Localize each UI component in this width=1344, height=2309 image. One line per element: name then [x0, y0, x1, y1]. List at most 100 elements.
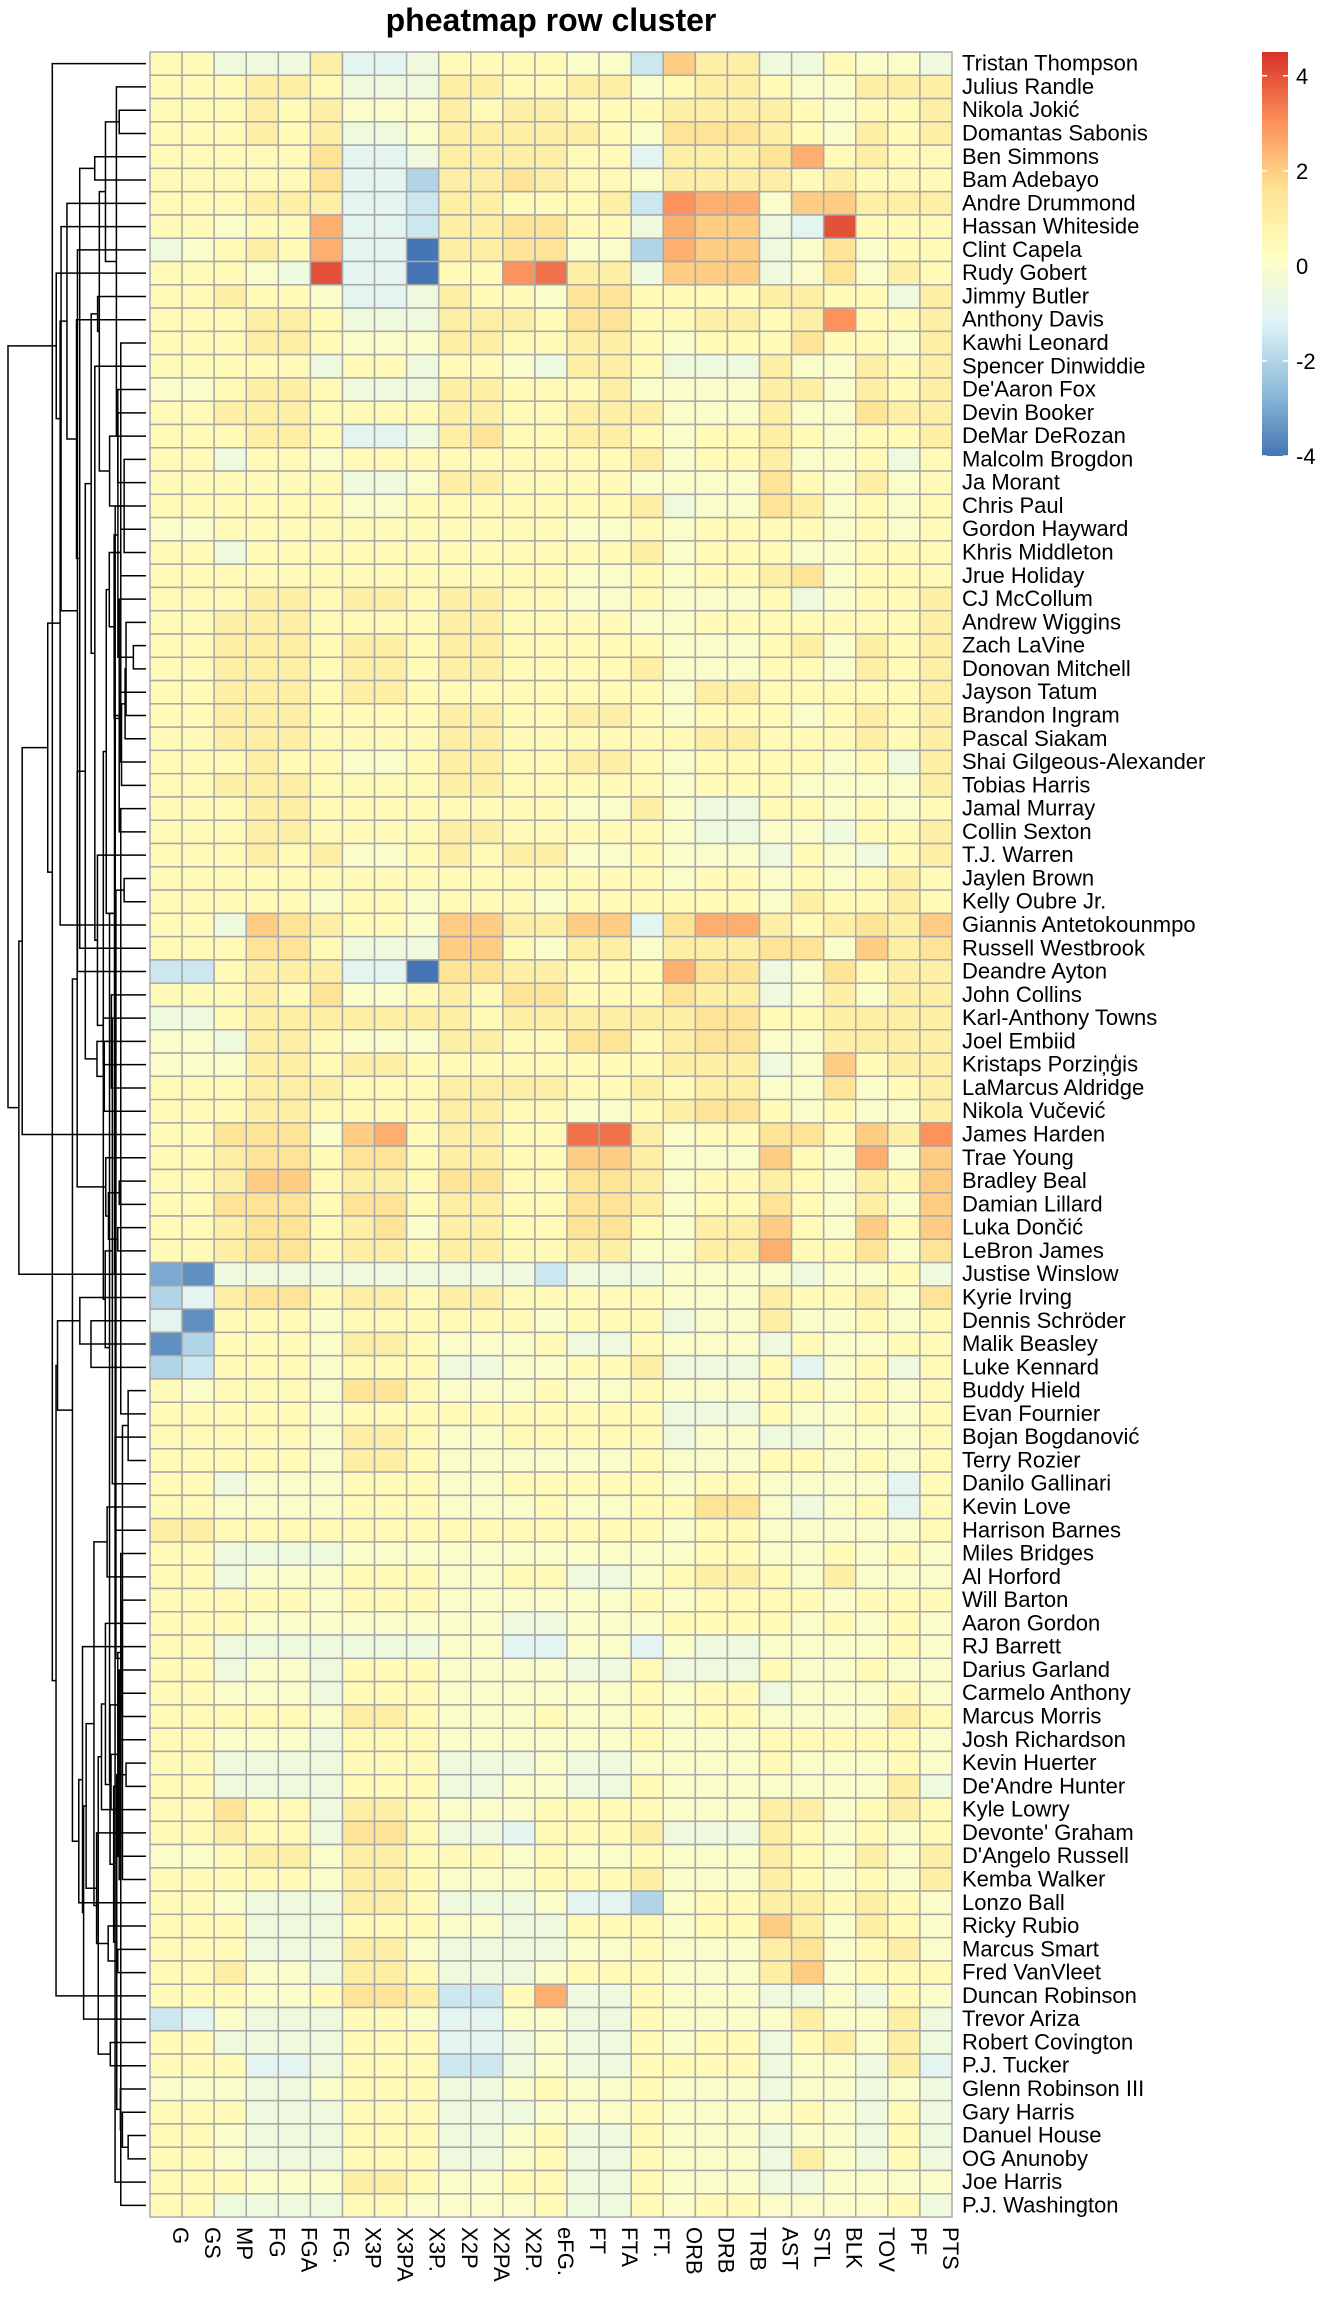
heatmap-cell — [470, 912, 504, 938]
heatmap-cell — [534, 2006, 568, 2032]
heatmap-cell — [341, 656, 376, 682]
heatmap-cell — [373, 1261, 408, 1287]
heatmap-cell — [149, 726, 183, 752]
heatmap-cell — [534, 423, 568, 449]
heatmap-cell — [855, 1704, 889, 1729]
heatmap-cell — [245, 2053, 280, 2079]
heatmap-cell — [245, 353, 280, 379]
heatmap-cell — [694, 1564, 729, 1590]
heatmap-cell — [213, 400, 247, 426]
heatmap-cell — [566, 1657, 600, 1683]
heatmap-cell — [309, 726, 344, 752]
heatmap-cell — [694, 1029, 729, 1054]
heatmap-cell — [373, 1704, 408, 1729]
heatmap-cell — [726, 1378, 761, 1403]
heatmap-cell — [726, 447, 761, 472]
heatmap-cell — [213, 796, 247, 821]
heatmap-cell — [919, 121, 953, 146]
heatmap-cell — [534, 1168, 568, 1194]
heatmap-cell — [790, 284, 825, 309]
heatmap-cell — [437, 167, 472, 193]
row-label: Bojan Bogdanović — [962, 1424, 1139, 1449]
heatmap-cell — [758, 540, 793, 565]
heatmap-cell — [470, 1378, 504, 1403]
heatmap-cell — [822, 2076, 857, 2102]
heatmap-cell — [758, 330, 793, 356]
row-label: Glenn Robinson III — [962, 2076, 1144, 2101]
heatmap-cell — [373, 470, 408, 496]
heatmap-cell — [598, 97, 632, 123]
heatmap-cell — [277, 1541, 312, 1566]
heatmap-cell — [213, 1797, 247, 1823]
heatmap-cell — [822, 516, 857, 542]
row-label: Andre Drummond — [962, 190, 1136, 215]
column-label: X2PA — [489, 2227, 514, 2282]
heatmap-cell — [502, 726, 536, 752]
heatmap-cell — [341, 1727, 376, 1753]
heatmap-cell — [373, 260, 408, 286]
heatmap-cell — [822, 1285, 857, 1310]
heatmap-cell — [630, 1587, 665, 1613]
heatmap-cell — [437, 1052, 472, 1078]
column-label: eFG. — [553, 2227, 578, 2276]
heatmap-cell — [598, 167, 632, 193]
heatmap-cell — [502, 1587, 536, 1613]
heatmap-cell — [630, 563, 665, 589]
heatmap-cell — [470, 1867, 504, 1892]
heatmap-cell — [309, 889, 344, 915]
heatmap-cell — [309, 1960, 344, 1985]
heatmap-cell — [213, 1494, 247, 1520]
heatmap-cell — [245, 307, 280, 333]
heatmap-cell — [309, 307, 344, 333]
heatmap-cell — [405, 749, 440, 775]
heatmap-cell — [405, 447, 440, 472]
heatmap-cell — [502, 1867, 536, 1892]
row-label: Tristan Thompson — [962, 51, 1138, 76]
heatmap-cell — [694, 353, 729, 379]
heatmap-cell — [341, 540, 376, 565]
heatmap-cell — [213, 1773, 247, 1799]
heatmap-cell — [341, 2030, 376, 2055]
heatmap-cell — [502, 1005, 536, 1031]
heatmap-cell — [373, 190, 408, 216]
heatmap-cell — [341, 423, 376, 449]
heatmap-cell — [181, 1424, 215, 1450]
heatmap-cell — [213, 563, 247, 589]
heatmap-cell — [437, 1238, 472, 1264]
heatmap-cell — [502, 1820, 536, 1846]
heatmap-cell — [726, 1494, 761, 1520]
heatmap-cell — [181, 1820, 215, 1846]
heatmap-cell — [566, 121, 600, 146]
heatmap-cell — [534, 214, 568, 239]
heatmap-cell — [213, 819, 247, 845]
heatmap-cell — [149, 1191, 183, 1217]
heatmap-cell — [277, 819, 312, 845]
heatmap-cell — [662, 260, 697, 286]
row-label: Aaron Gordon — [962, 1610, 1100, 1635]
heatmap-cell — [662, 2193, 697, 2218]
heatmap-cell — [470, 1843, 504, 1869]
heatmap-cell — [437, 1145, 472, 1171]
heatmap-cell — [277, 260, 312, 286]
heatmap-cell — [437, 2146, 472, 2172]
heatmap-cell — [726, 1867, 761, 1892]
heatmap-cell — [790, 1122, 825, 1147]
heatmap-cell — [373, 447, 408, 472]
heatmap-cell — [919, 1564, 953, 1590]
heatmap-cell — [373, 1471, 408, 1497]
heatmap-cell — [245, 1936, 280, 1962]
heatmap-cell — [470, 1238, 504, 1264]
heatmap-cell — [887, 1308, 921, 1334]
heatmap-cell — [470, 307, 504, 333]
heatmap-cell — [373, 819, 408, 845]
dendrogram-branch — [93, 156, 146, 181]
heatmap-cell — [662, 1285, 697, 1310]
heatmap-cell — [309, 633, 344, 659]
heatmap-cell — [470, 563, 504, 589]
heatmap-cell — [502, 1657, 536, 1683]
heatmap-cell — [726, 563, 761, 589]
heatmap-cell — [726, 237, 761, 263]
heatmap-cell — [726, 1238, 761, 1264]
heatmap-cell — [694, 959, 729, 984]
